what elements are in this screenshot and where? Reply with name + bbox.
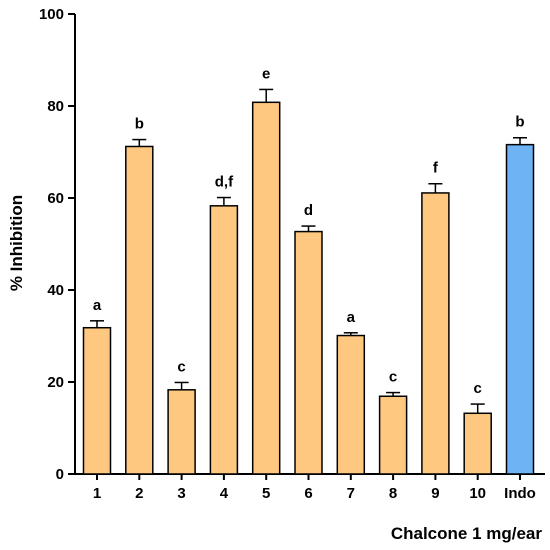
x-tick-label: Indo — [504, 485, 536, 502]
significance-letter: f — [433, 160, 439, 177]
y-axis: 0 20 40 60 80 100 — [39, 6, 76, 483]
y-tick-label: 20 — [47, 374, 64, 391]
y-ticks: 0 20 40 60 80 100 — [39, 6, 75, 483]
x-tick-label: 6 — [304, 485, 312, 502]
x-tick-label: 8 — [389, 485, 397, 502]
x-tick-label: 2 — [135, 485, 143, 502]
bar — [251, 101, 281, 475]
x-tick-label: 1 — [93, 485, 101, 502]
bar — [505, 143, 535, 475]
bar — [167, 389, 196, 475]
x-tick-label: 5 — [262, 485, 270, 502]
significance-letter: b — [515, 114, 524, 131]
x-tick-label: 10 — [469, 485, 486, 502]
x-ticks: 1 2 3 4 5 6 7 8 9 10 Indo — [93, 474, 536, 502]
bars: a b c d,f e d a c f c b — [82, 65, 535, 475]
significance-letter: b — [135, 116, 144, 133]
y-tick-label: 60 — [47, 190, 64, 207]
bar — [82, 326, 112, 475]
bar — [421, 192, 450, 475]
significance-letter: d — [304, 202, 313, 219]
significance-letter: c — [177, 358, 185, 375]
bar — [336, 334, 366, 475]
significance-letter: d,f — [215, 174, 234, 191]
significance-letter: c — [474, 380, 482, 397]
y-tick-label: 40 — [47, 282, 64, 299]
y-tick-label: 0 — [56, 466, 64, 483]
bar — [125, 145, 154, 475]
x-tick-label: 3 — [177, 485, 185, 502]
bar — [294, 230, 323, 475]
bar — [378, 395, 408, 475]
bar — [463, 412, 492, 475]
y-tick-label: 80 — [47, 98, 64, 115]
y-tick-label: 100 — [39, 6, 64, 23]
significance-letter: a — [93, 297, 102, 314]
significance-letter: e — [262, 65, 270, 82]
significance-letter: c — [389, 369, 397, 386]
x-axis: 1 2 3 4 5 6 7 8 9 10 Indo — [74, 473, 545, 502]
x-tick-label: 4 — [220, 485, 229, 502]
x-tick-label: 7 — [347, 485, 355, 502]
bar — [209, 205, 239, 475]
y-axis-label: % Inhibition — [7, 195, 26, 291]
significance-letter: a — [347, 309, 356, 326]
x-axis-label: Chalcone 1 mg/ear — [391, 524, 543, 543]
x-tick-label: 9 — [431, 485, 439, 502]
